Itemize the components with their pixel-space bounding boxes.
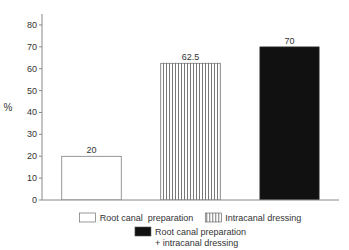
legend-label: Intracanal dressing bbox=[225, 213, 301, 223]
y-tick-label: 30 bbox=[27, 129, 37, 139]
legend-label: Root canal preparation+ intracanal dress… bbox=[155, 227, 246, 248]
data-label: 70 bbox=[284, 36, 294, 46]
y-axis-line bbox=[42, 14, 43, 200]
legend-label: Root canal preparation bbox=[100, 213, 194, 223]
legend-label-line: Intracanal dressing bbox=[225, 213, 301, 223]
chart: Root canal preparation Intracanal dressin… bbox=[0, 0, 349, 250]
y-tick-label: 70 bbox=[27, 42, 37, 52]
y-tick bbox=[39, 24, 42, 25]
data-labels: 20 62.5 70 bbox=[86, 36, 294, 155]
legend-item: Root canal preparation bbox=[80, 213, 194, 223]
data-label: 62.5 bbox=[182, 52, 200, 62]
bar bbox=[62, 156, 121, 200]
y-tick-label: 20 bbox=[27, 151, 37, 161]
y-tick bbox=[39, 156, 42, 157]
legend: Root canal preparation Intracanal dressin… bbox=[80, 213, 302, 248]
legend-swatch bbox=[80, 213, 96, 222]
y-tick bbox=[39, 46, 42, 47]
y-tick bbox=[39, 112, 42, 113]
y-axis-label: % bbox=[4, 102, 13, 113]
data-label: 20 bbox=[86, 145, 96, 155]
y-tick-label: 60 bbox=[27, 64, 37, 74]
legend-label-line: + intracanal dressing bbox=[155, 238, 238, 248]
y-tick-label: 10 bbox=[27, 173, 37, 183]
legend-label-line: Root canal preparation bbox=[155, 227, 246, 237]
y-tick bbox=[39, 90, 42, 91]
legend-swatch bbox=[135, 227, 151, 236]
y-tick bbox=[39, 68, 42, 69]
y-tick-label: 80 bbox=[27, 20, 37, 30]
legend-label-line: Root canal preparation bbox=[100, 213, 194, 223]
y-tick-label: 40 bbox=[27, 107, 37, 117]
y-tick-label: 0 bbox=[32, 195, 37, 205]
y-tick bbox=[39, 200, 42, 201]
legend-swatch bbox=[205, 213, 221, 222]
bar bbox=[161, 63, 220, 200]
y-tick bbox=[39, 178, 42, 179]
legend-item: Root canal preparation+ intracanal dress… bbox=[135, 227, 246, 248]
bars bbox=[62, 47, 319, 200]
y-tick bbox=[39, 134, 42, 135]
y-tick-label: 50 bbox=[27, 86, 37, 96]
bar bbox=[260, 47, 319, 200]
x-axis-line bbox=[42, 200, 339, 201]
legend-item: Intracanal dressing bbox=[205, 213, 301, 223]
